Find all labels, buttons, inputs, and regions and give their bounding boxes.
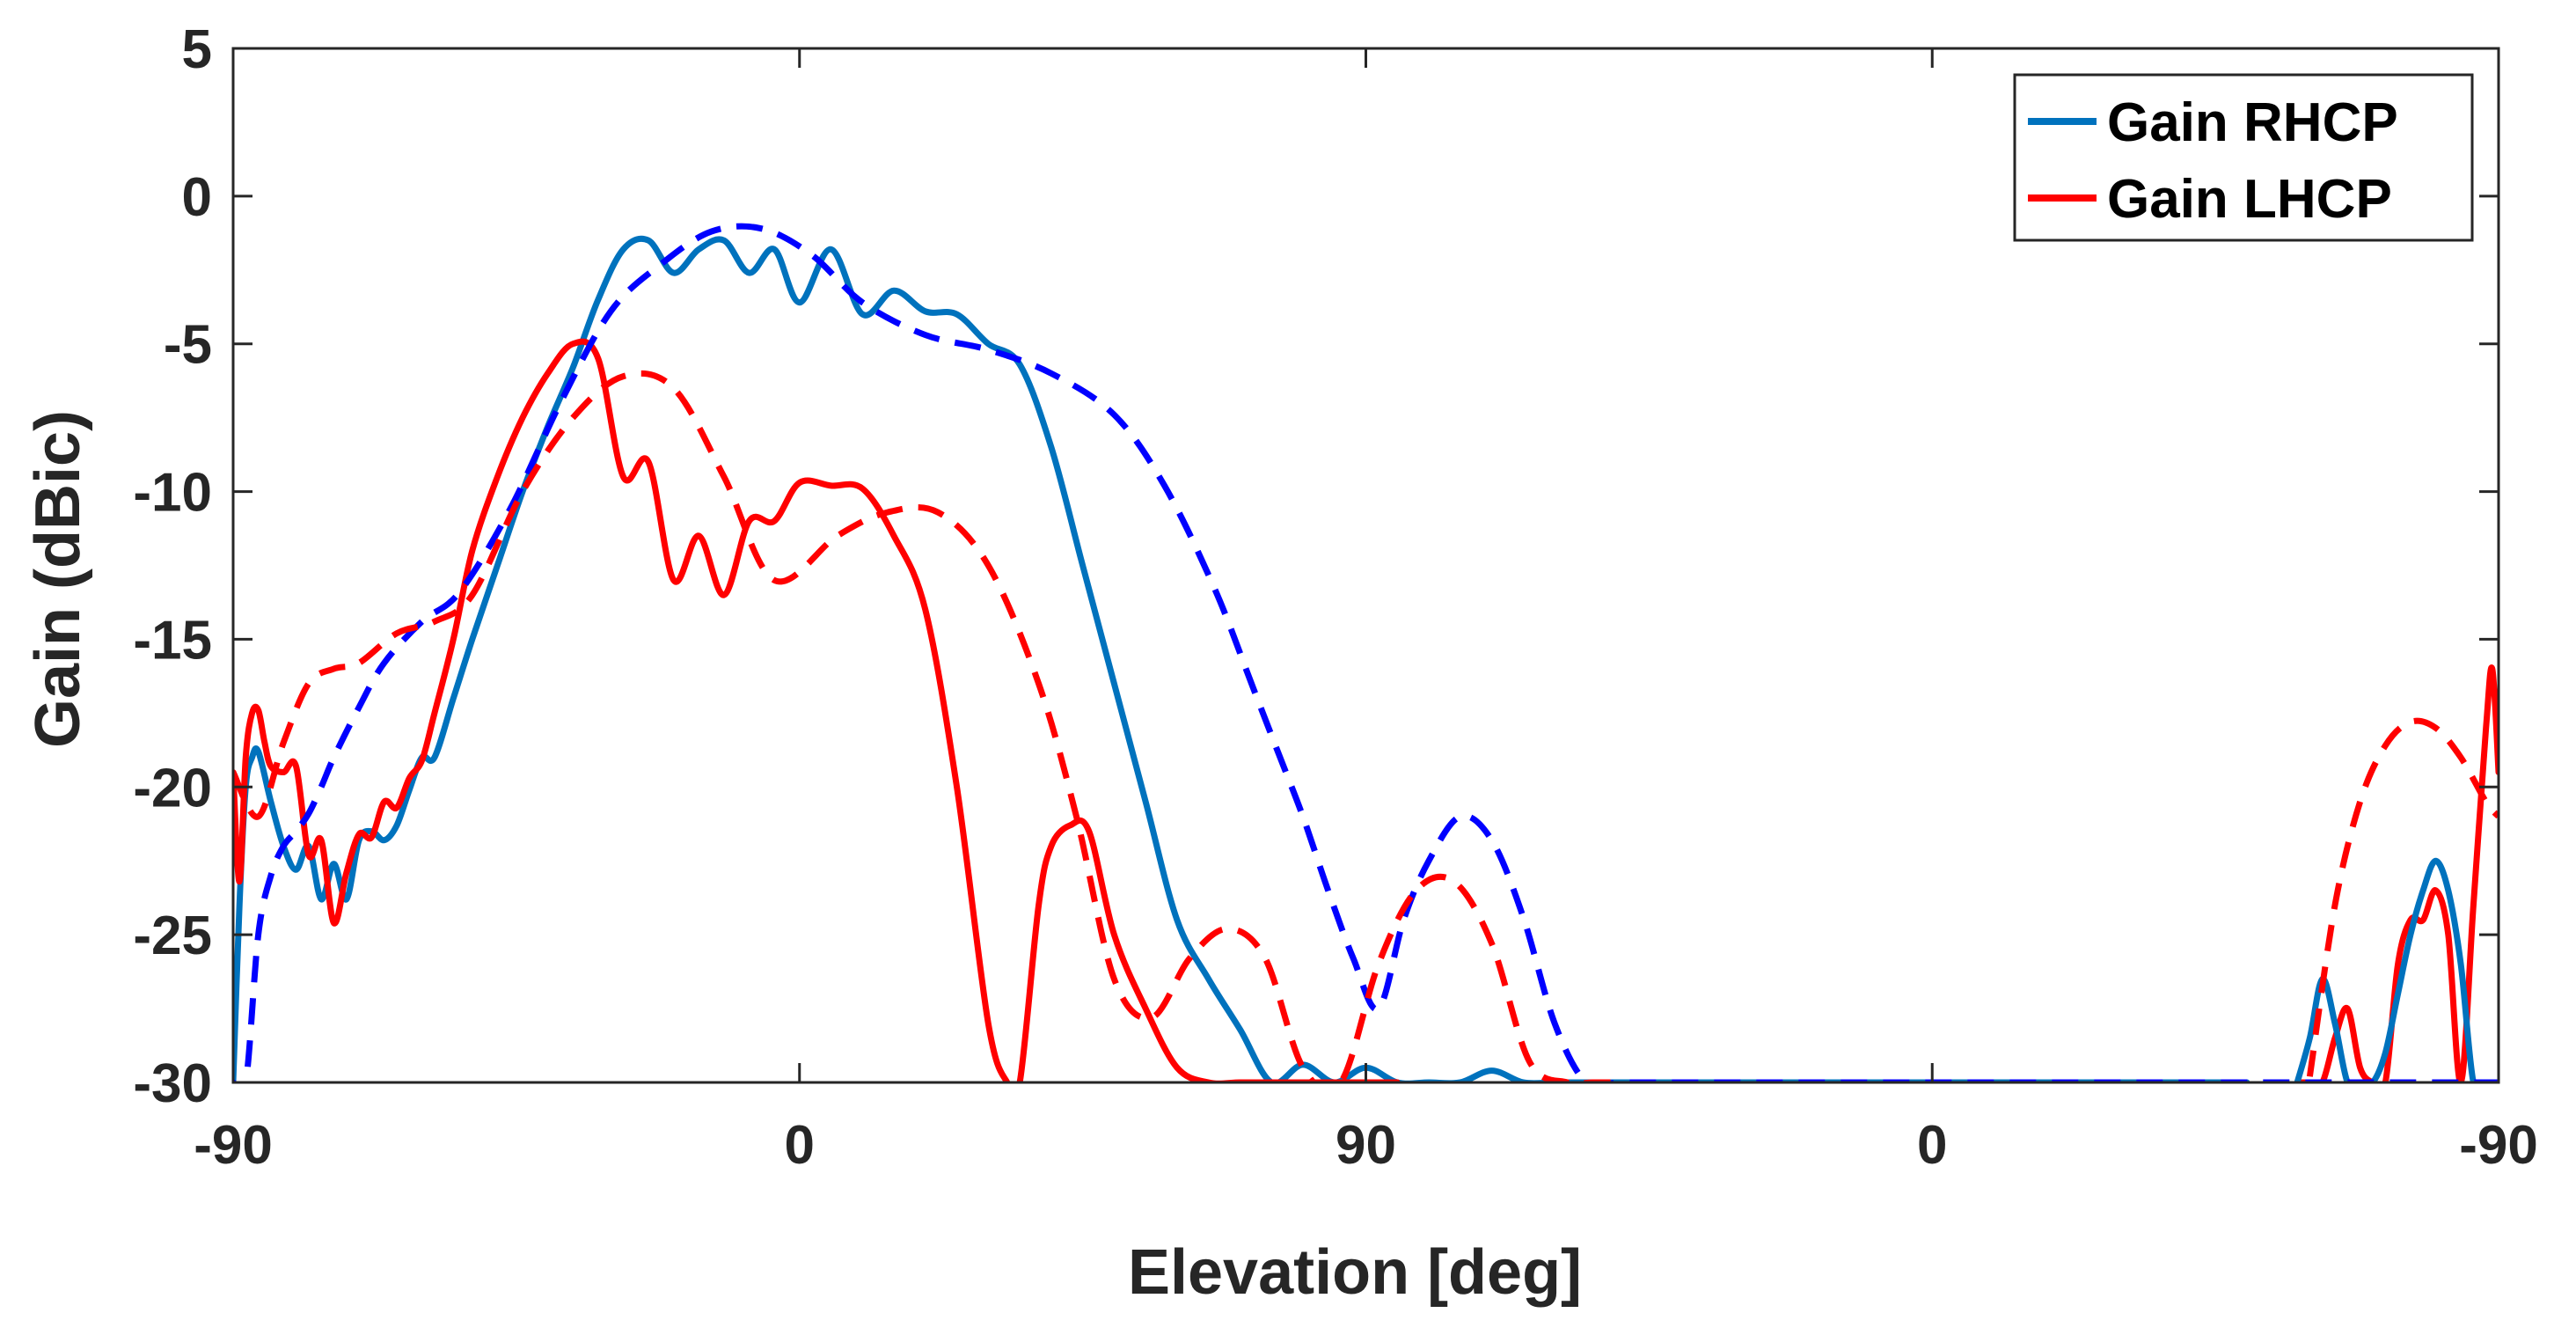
legend: Gain RHCP Gain LHCP <box>2013 73 2474 242</box>
x-tick-label: 0 <box>1917 1115 1947 1176</box>
x-tick-label: -90 <box>2459 1115 2538 1176</box>
series-line-lhcp-reference-right <box>2306 717 2499 1077</box>
series-layer <box>233 223 2499 1082</box>
y-tick-label: -30 <box>133 1053 212 1114</box>
y-tick-label: -25 <box>133 906 212 966</box>
legend-label-lhcp: Gain LHCP <box>2107 169 2392 230</box>
tick-layer: -90 0 90 0 -90 5 0 -5 -10 -15 -20 -25 -30 <box>133 19 2537 1176</box>
series-line-gain-rhcp-right <box>2294 857 2499 1082</box>
legend-label-rhcp: Gain RHCP <box>2107 92 2398 153</box>
series-line-gain-lhcp <box>233 338 1401 1082</box>
x-axis-title: Elevation [deg] <box>1128 1237 1582 1308</box>
y-tick-label: -20 <box>133 758 212 818</box>
x-tick-label: -90 <box>194 1115 273 1176</box>
y-tick-label: -15 <box>133 610 212 671</box>
y-tick-label: -5 <box>164 315 212 376</box>
y-tick-label: 0 <box>182 167 212 228</box>
x-tick-label: 90 <box>1336 1115 1396 1176</box>
y-tick-label: 5 <box>182 19 212 80</box>
series-line-gain-rhcp <box>233 235 2250 1082</box>
y-axis-title: Gain (dBic) <box>23 410 93 748</box>
series-line-lhcp-reference <box>233 370 1618 1082</box>
x-tick-label: 0 <box>785 1115 815 1176</box>
series-line-rhcp-reference <box>233 223 2499 1082</box>
y-tick-label: -10 <box>133 463 212 524</box>
legend-box <box>2013 73 2474 242</box>
